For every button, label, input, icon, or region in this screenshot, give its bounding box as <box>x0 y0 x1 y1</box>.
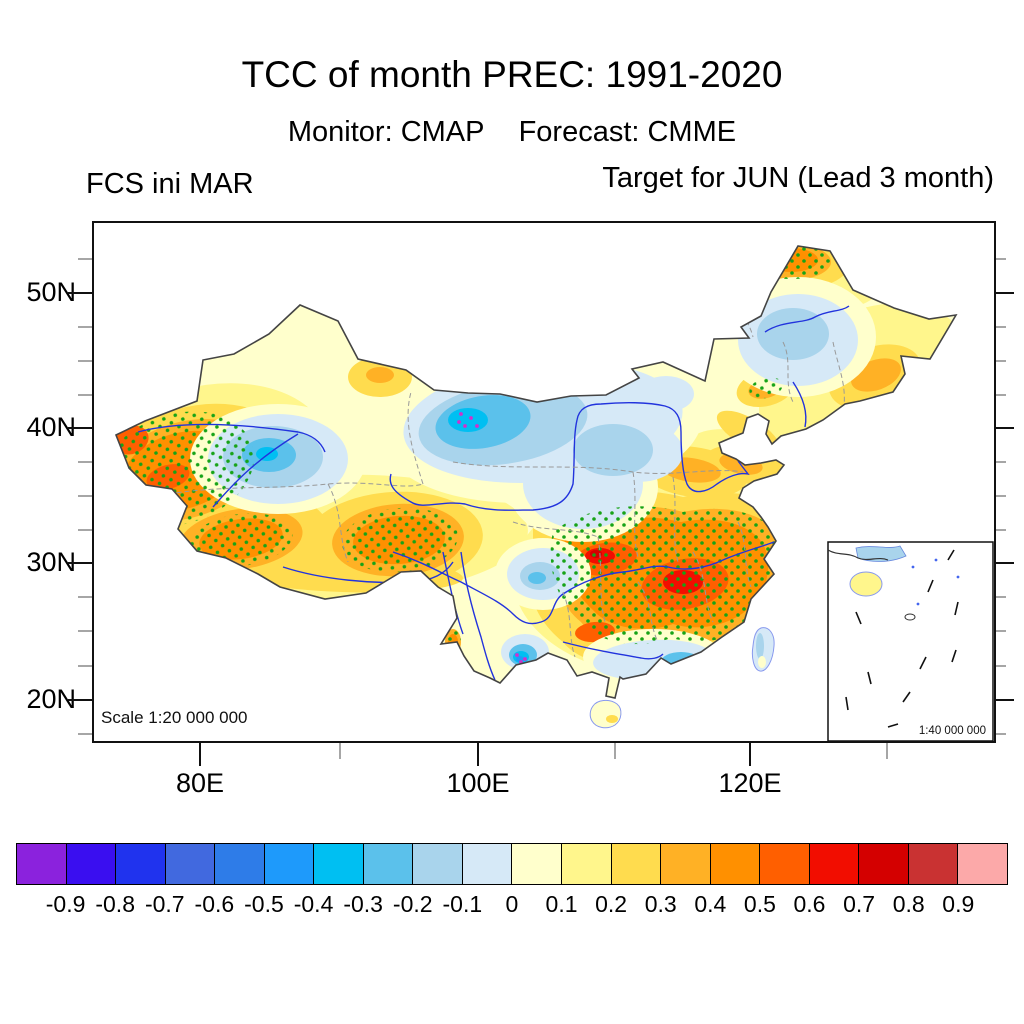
colorbar-cell <box>957 843 1008 885</box>
y-tick-label-30n: 30N <box>26 547 76 577</box>
colorbar-tick-label: 0.2 <box>595 891 628 917</box>
inset-scale-label: 1:40 000 000 <box>919 725 986 737</box>
map-frame <box>92 221 996 743</box>
target-month-label: Target for JUN (Lead 3 month) <box>602 162 994 194</box>
colorbar-tick-label: -0.3 <box>343 891 383 917</box>
colorbar-tick-label: -0.9 <box>45 891 86 917</box>
colorbar-cell <box>461 843 513 885</box>
colorbar-tick-label: -0.8 <box>95 891 135 917</box>
colorbar-cell <box>313 843 364 885</box>
colorbar-tick-label: 0.9 <box>942 891 975 917</box>
colorbar-tick-label: 0.6 <box>793 891 826 917</box>
colorbar-cell <box>907 843 959 885</box>
colorbar-cell <box>610 843 662 885</box>
colorbar-cell <box>511 843 563 885</box>
colorbar-tick-label: 0.4 <box>694 891 727 917</box>
colorbar-cell <box>660 843 711 885</box>
colorbar-cell <box>263 843 315 885</box>
colorbar-cell <box>214 843 265 885</box>
china-tcc-map: Scale 1:20 000 000 1:40 000 000 <box>68 221 1014 766</box>
colorbar-cell <box>164 843 216 885</box>
map-scale-label: Scale 1:20 000 000 <box>101 708 248 727</box>
x-tick-label-100e: 100E <box>446 768 510 798</box>
map-plot-area: Scale 1:20 000 000 1:40 000 000 <box>101 245 994 742</box>
forecast-label: Forecast: CMME <box>518 116 737 148</box>
colorbar-tick-label: 0.3 <box>644 891 677 917</box>
init-month-label: FCS ini MAR <box>86 168 254 200</box>
colorbar-tick-label: 0.7 <box>843 891 876 917</box>
china-outline <box>114 245 958 699</box>
colorbar-tick-label: -0.2 <box>392 891 433 917</box>
colorbar-tick-label: -0.1 <box>442 891 483 917</box>
rivers <box>137 305 850 681</box>
colorbar-cell <box>115 843 166 885</box>
province-boundaries <box>152 281 845 658</box>
inset-island-marks <box>845 549 959 728</box>
chart-title: TCC of month PREC: 1991-2020 <box>241 54 783 95</box>
taiwan-island <box>751 627 775 672</box>
colorbar-cell <box>16 843 67 885</box>
colorbar-tick-label: -0.7 <box>144 891 185 917</box>
colorbar-tick-label: -0.6 <box>194 891 235 917</box>
colorbar-cell <box>561 843 612 885</box>
colorbar-cell <box>858 843 909 885</box>
y-tick-label-40n: 40N <box>26 412 76 442</box>
monitor-label: Monitor: CMAP <box>287 116 485 148</box>
colorbar-tick-labels: -0.9 -0.8 -0.7 -0.6 -0.5 -0.4 -0.3 -0.2 … <box>16 891 1008 918</box>
chart-subtitle: Monitor: CMAP Forecast: CMME <box>0 116 1024 149</box>
colorbar-cell <box>65 843 117 885</box>
x-tick-label-120e: 120E <box>718 768 782 798</box>
south-china-sea-inset: 1:40 000 000 <box>827 541 994 742</box>
y-tick-label-50n: 50N <box>26 277 76 307</box>
x-tick-label-80e: 80E <box>175 768 225 798</box>
colorbar <box>16 843 1008 885</box>
axis-ticks <box>68 258 1014 766</box>
colorbar-tick-label: -0.4 <box>293 891 334 917</box>
hainan-island <box>589 699 622 729</box>
colorbar-tick-label: 0 <box>505 891 519 917</box>
colorbar-cell <box>759 843 810 885</box>
colorbar-cell <box>808 843 860 885</box>
colorbar-tick-label: 0.1 <box>545 891 578 917</box>
colorbar-cell <box>412 843 463 885</box>
colorbar-tick-label: 0.8 <box>892 891 925 917</box>
colorbar-tick-label: 0.5 <box>743 891 776 917</box>
colorbar-cell <box>709 843 761 885</box>
colorbar-tick-label: -0.5 <box>244 891 284 917</box>
y-tick-label-20n: 20N <box>26 684 76 714</box>
colorbar-cell <box>362 843 414 885</box>
